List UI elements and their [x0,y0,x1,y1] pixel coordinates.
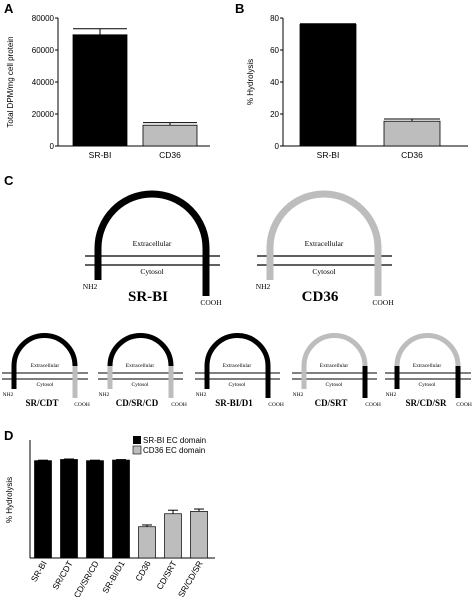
label-extracellular: Extracellular [126,363,155,369]
label-extracellular: Extracellular [223,363,252,369]
chart-d-bar [34,460,52,559]
chart-d-legend: SR-BI EC domain CD36 EC domain [132,436,206,455]
legend-swatch-cd36 [132,445,142,455]
chart-a: 0 20000 40000 60000 80000 Total DPM/mg c… [6,14,210,160]
chart-d-bar [60,459,78,559]
panel-letter-b: B [235,1,244,16]
chart-b-tick-label-4: 80 [270,14,279,23]
panel-letter-d: D [4,428,13,443]
chart-b-cat-label-0: SR-BI [317,150,340,160]
chart-d-cat-label: SR-BI [29,559,49,584]
label-nh2: NH2 [99,392,110,398]
label-cytosol: Cytosol [228,382,246,388]
ec-loop [11,333,78,367]
chart-b: 0 20 40 60 80 % Hydrolysis SR-BI CD36 [246,14,468,160]
chart-a-bar-cd36 [142,124,198,147]
chart-b-bar-sr-bi [299,23,357,147]
chart-d-bar [86,460,104,559]
chart-d-cat-label: SR/CD/SR [176,559,205,597]
chart-d-cat-label: SR-BI/D1 [100,559,127,595]
label-extracellular: Extracellular [133,239,172,248]
legend-label-srbi: SR-BI EC domain [143,436,206,445]
chart-d-bar [112,459,130,559]
label-cytosol: Cytosol [312,267,335,276]
label-nh2: NH2 [196,392,207,398]
chart-b-bar-cd36 [383,120,441,147]
cartoon-name: SR-BI [128,289,168,305]
chart-d-cat-label: SR/CDT [50,559,74,591]
label-nh2: NH2 [3,392,14,398]
chart-a-tick-label-1: 20000 [32,110,55,119]
chart-d-bar [190,511,208,559]
cartoon-name: CD/SRT [315,398,348,408]
cartoon-srbi-large: Extracellular Cytosol NH2 COOH SR-BI [83,190,222,307]
label-extracellular: Extracellular [305,239,344,248]
panel-letter-a: A [4,1,14,16]
cartoon-srbi-d1: Extracellular Cytosol NH2 COOH SR-BI/D1 [195,333,284,408]
cartoon-name: SR/CDT [25,398,58,408]
chart-a-tick-label-0: 0 [50,142,55,151]
chart-a-tick-label-3: 60000 [32,46,55,55]
label-cooh: COOH [268,402,284,408]
chart-b-tick-label-3: 60 [270,46,279,55]
label-cooh: COOH [171,402,187,408]
cartoon-cd36-large: Extracellular Cytosol NH2 COOH CD36 [256,190,394,307]
label-nh2: NH2 [256,282,271,291]
label-extracellular: Extracellular [320,363,349,369]
chart-a-tick-label-4: 80000 [32,14,55,23]
chart-b-tick-label-1: 20 [270,110,279,119]
label-cooh: COOH [365,402,381,408]
chart-a-bar-sr-bi [72,34,128,147]
legend-swatch-srbi [133,436,141,444]
label-extracellular: Extracellular [31,363,60,369]
ec-loop [301,333,368,367]
chart-b-cat-label-1: CD36 [401,150,423,160]
panel-letter-c: C [4,173,14,188]
chart-a-cat-label-0: SR-BI [89,150,112,160]
label-nh2: NH2 [293,392,304,398]
cartoon-name: SR/CD/SR [405,398,447,408]
label-cooh: COOH [456,402,472,408]
label-cooh: COOH [74,402,90,408]
ec-loop [107,333,174,367]
ec-loop [94,190,210,296]
label-cytosol: Cytosol [325,382,343,388]
chart-a-y-label: Total DPM/mg cell protein [6,36,15,127]
cartoon-cd-srt: Extracellular Cytosol NH2 COOH CD/SRT [292,333,381,408]
chart-a-cat-label-1: CD36 [159,150,181,160]
label-cytosol: Cytosol [36,382,54,388]
chart-d-bar [138,526,156,559]
cartoon-sr-cd-sr: Extracellular Cytosol NH2 COOH SR/CD/SR [385,333,472,408]
cartoon-cd-sr-cd: Extracellular Cytosol NH2 COOH CD/SR/CD [98,333,187,408]
label-nh2: NH2 [83,282,98,291]
label-extracellular: Extracellular [413,363,442,369]
ec-loop [266,190,382,296]
legend-label-cd36: CD36 EC domain [143,446,205,455]
chart-b-tick-label-0: 0 [275,142,280,151]
chart-b-tick-label-2: 40 [270,78,279,87]
label-cytosol: Cytosol [140,267,163,276]
chart-d-cat-label: CD/SR/CD [72,559,101,597]
chart-d-bar [164,513,182,559]
cartoon-sr-cdt: Extracellular Cytosol NH2 COOH SR/CDT [2,333,90,408]
chart-d-cat-label: CD36 [133,559,153,583]
chart-d-cat-label: CD/SRT [154,559,178,591]
label-cooh: COOH [200,298,222,307]
label-nh2: NH2 [386,392,397,398]
cartoon-name: SR-BI/D1 [215,398,253,408]
ec-loop [204,333,271,367]
label-cytosol: Cytosol [131,382,149,388]
chart-d-y-label: % Hydrolysis [5,477,14,523]
ec-loop [394,333,461,367]
label-cytosol: Cytosol [418,382,436,388]
chart-b-y-label: % Hydrolysis [246,59,255,105]
cartoon-name: CD36 [302,289,339,305]
chart-a-tick-label-2: 40000 [32,78,55,87]
cartoon-name: CD/SR/CD [116,398,159,408]
label-cooh: COOH [372,298,394,307]
